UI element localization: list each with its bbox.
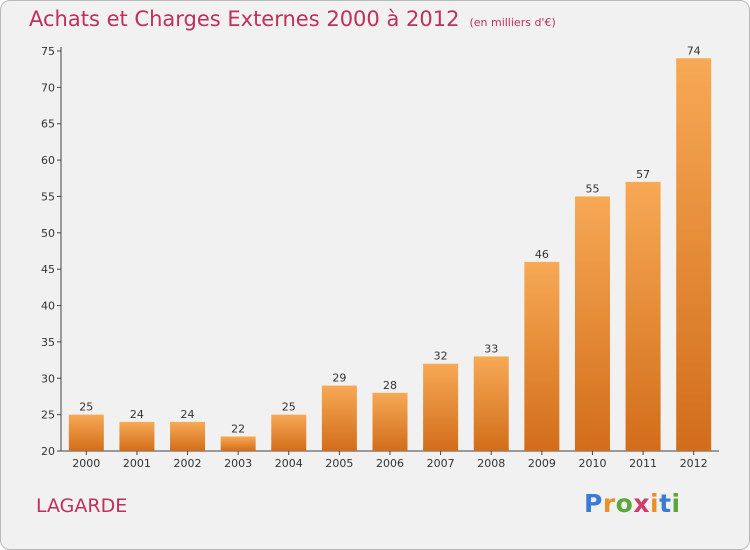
- y-tick-label: 35: [41, 336, 55, 349]
- logo-letter: i: [650, 489, 660, 518]
- data-label: 29: [332, 372, 346, 385]
- y-tick-label: 25: [41, 409, 55, 422]
- chart-unit: (en milliers d'€): [469, 16, 556, 29]
- data-label: 46: [535, 248, 549, 261]
- logo-letter: x: [633, 489, 650, 518]
- logo-letter: t: [659, 489, 672, 518]
- y-tick-label: 20: [41, 445, 55, 458]
- y-tick-label: 55: [41, 190, 55, 203]
- x-tick-label: 2009: [528, 457, 556, 470]
- logo-letter: o: [615, 489, 634, 518]
- bar: [372, 392, 408, 451]
- bar: [423, 363, 459, 451]
- data-label: 32: [434, 350, 448, 363]
- y-tick-label: 60: [41, 154, 55, 167]
- x-tick-label: 2012: [680, 457, 708, 470]
- y-tick-label: 75: [41, 45, 55, 58]
- data-label: 24: [130, 408, 144, 421]
- bar: [574, 196, 610, 451]
- x-tick-label: 2006: [376, 457, 404, 470]
- bar: [625, 181, 661, 451]
- x-tick-label: 2001: [123, 457, 151, 470]
- y-tick-label: 65: [41, 118, 55, 131]
- logo-letter: r: [602, 489, 616, 518]
- y-tick-label: 45: [41, 263, 55, 276]
- bar: [68, 414, 104, 451]
- chart-title: Achats et Charges Externes 2000 à 2012 (e…: [29, 7, 556, 31]
- x-tick-label: 2003: [224, 457, 252, 470]
- proxiti-logo: Proxiti: [584, 489, 681, 518]
- x-tick-label: 2007: [427, 457, 455, 470]
- y-tick-label: 40: [41, 300, 55, 313]
- x-tick-label: 2008: [477, 457, 505, 470]
- data-label: 57: [636, 168, 650, 181]
- x-tick-label: 2004: [275, 457, 303, 470]
- y-tick-label: 70: [41, 81, 55, 94]
- logo-letter: P: [584, 489, 603, 518]
- bar: [524, 261, 560, 451]
- bar: [321, 385, 357, 451]
- data-label: 74: [687, 44, 701, 57]
- data-label: 24: [181, 408, 195, 421]
- data-label: 25: [79, 401, 93, 414]
- bar: [119, 421, 155, 451]
- data-label: 22: [231, 422, 245, 435]
- x-tick-label: 2010: [578, 457, 606, 470]
- bar: [170, 421, 206, 451]
- x-tick-label: 2000: [72, 457, 100, 470]
- bar: [473, 356, 509, 451]
- x-tick-label: 2011: [629, 457, 657, 470]
- data-label: 55: [585, 182, 599, 195]
- chart-title-text: Achats et Charges Externes 2000 à 2012: [29, 7, 460, 31]
- x-tick-label: 2002: [174, 457, 202, 470]
- y-tick-label: 30: [41, 372, 55, 385]
- logo-letter: i: [671, 489, 681, 518]
- y-tick-label: 50: [41, 227, 55, 240]
- bar: [676, 58, 712, 451]
- data-label: 25: [282, 401, 296, 414]
- bar: [271, 414, 307, 451]
- x-tick-label: 2005: [325, 457, 353, 470]
- data-label: 28: [383, 379, 397, 392]
- commune-name: LAGARDE: [36, 495, 128, 517]
- data-label: 33: [484, 342, 498, 355]
- bar: [220, 436, 256, 451]
